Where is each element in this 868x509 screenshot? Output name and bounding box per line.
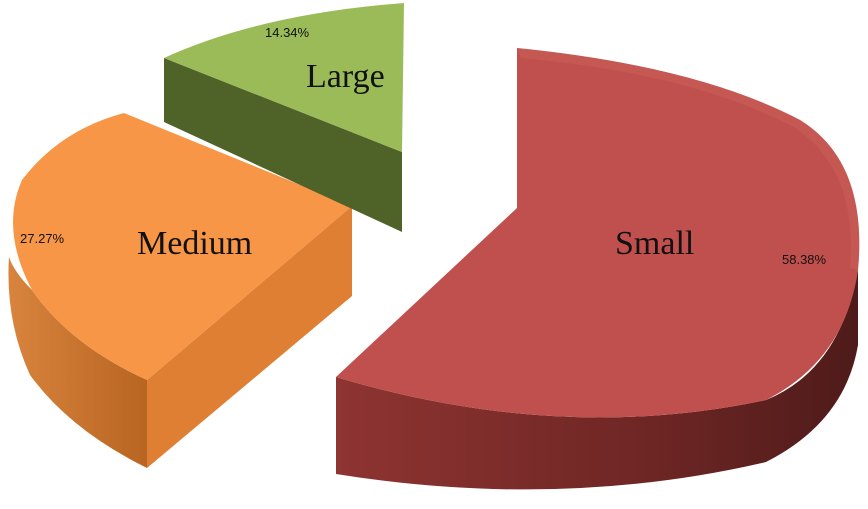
slice-label-small: Small [615, 225, 694, 262]
slice-label-medium: Medium [137, 225, 252, 262]
slice-medium-outer-side [8, 257, 148, 468]
slice-medium [8, 113, 352, 468]
slice-small-top [336, 48, 860, 418]
slice-large-top [164, 3, 404, 152]
slice-large-side [164, 58, 402, 232]
slice-percent-small: 58.38% [782, 252, 827, 267]
slice-small [336, 48, 860, 490]
slice-large [164, 3, 404, 232]
slice-medium-inner-side [147, 206, 352, 468]
slice-percent-medium: 27.27% [20, 231, 65, 246]
slice-medium-top [13, 113, 352, 380]
slice-small-side [336, 270, 858, 490]
slice-percent-large: 14.34% [265, 25, 310, 40]
slice-label-large: Large [306, 58, 385, 95]
